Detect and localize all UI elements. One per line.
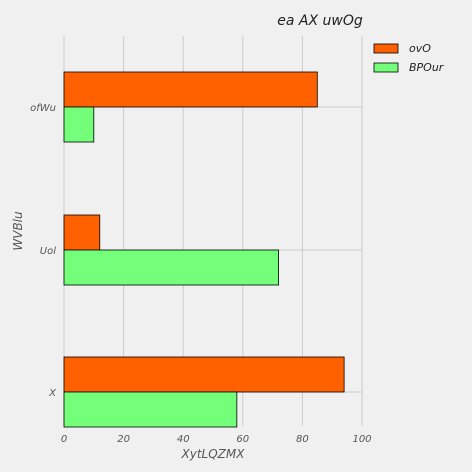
y-tick-label: ofWu: [30, 103, 56, 114]
bar-BPOur-X: [63, 391, 238, 428]
legend-label: ovO: [409, 42, 431, 55]
y-tick-label: Uol: [40, 246, 56, 257]
y-tick-labels: X Uol ofWu: [30, 103, 57, 399]
y-tick-label: X: [48, 388, 57, 399]
x-axis-label: XytLQZMX: [181, 447, 246, 461]
x-tick-label: 80: [296, 434, 309, 445]
bar-BPOur-ofWu: [63, 106, 95, 143]
legend-swatch: [373, 62, 399, 73]
x-tick-label: 60: [236, 434, 249, 445]
bar-ovO-X: [63, 356, 345, 393]
legend-swatch: [373, 43, 399, 54]
legend-label: BPOur: [409, 61, 445, 74]
bars: [63, 71, 345, 428]
legend: ovO BPOur: [373, 42, 445, 74]
x-tick-labels: 0 20 40 60 80 100: [61, 434, 372, 445]
x-tick-label: 0: [61, 434, 67, 445]
bar-ovO-Uol: [63, 214, 101, 251]
x-tick-label: 20: [117, 434, 130, 445]
bar-ovO-ofWu: [63, 71, 318, 108]
x-tick-label: 40: [177, 434, 190, 445]
y-axis-label: WVBlu: [11, 211, 25, 251]
bar-BPOur-Uol: [63, 249, 279, 286]
chart-title: ea AX uwOg: [277, 13, 363, 29]
x-tick-label: 100: [352, 434, 371, 445]
